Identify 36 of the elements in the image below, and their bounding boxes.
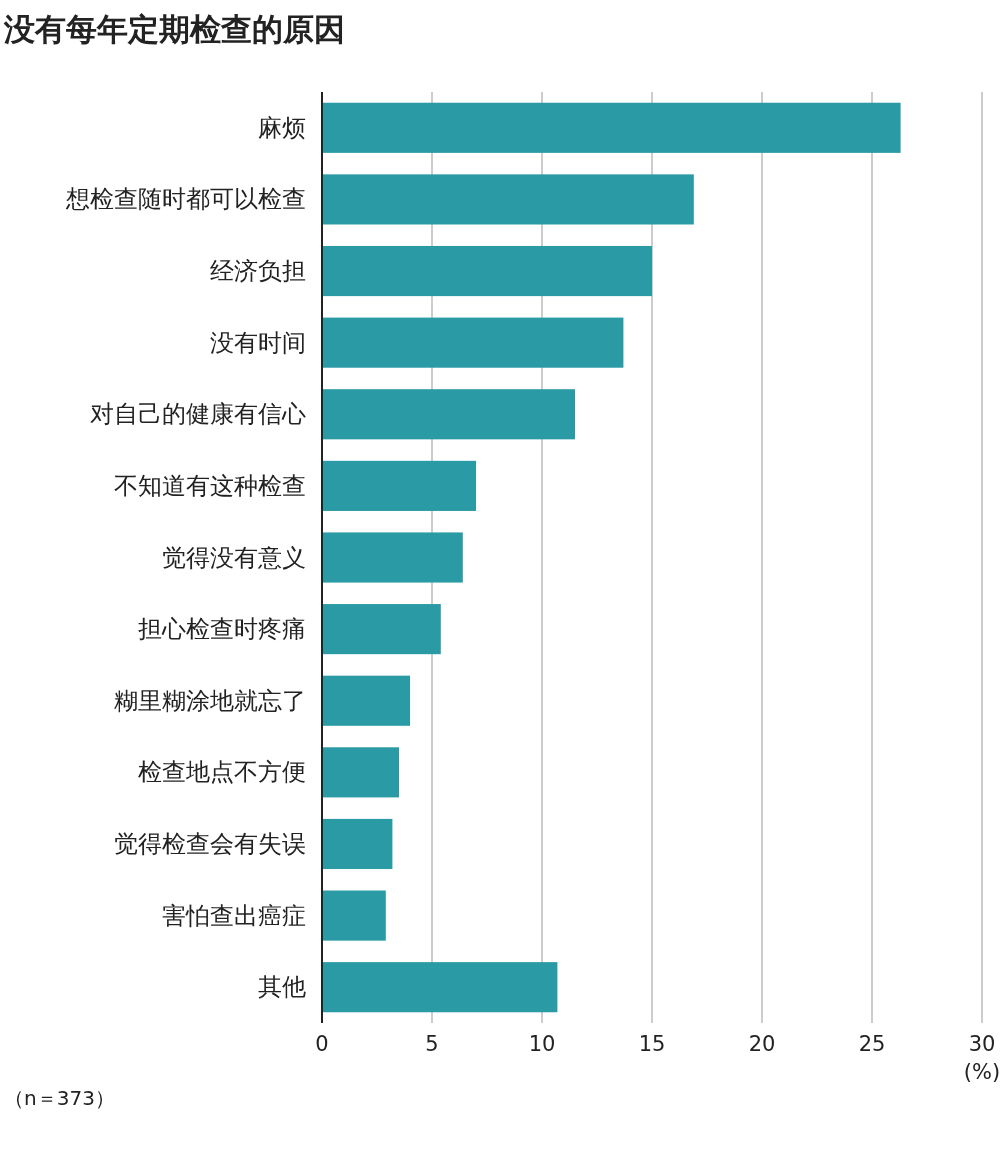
y-tick-label: 检查地点不方便 xyxy=(138,758,306,787)
y-tick-label: 糊里糊涂地就忘了 xyxy=(114,686,306,715)
chart-title: 没有每年定期检查的原因 xyxy=(3,11,345,47)
y-tick-label: 担心检查时疼痛 xyxy=(138,615,306,644)
y-tick-label: 觉得检查会有失误 xyxy=(114,829,306,858)
bar xyxy=(322,962,558,1013)
bar xyxy=(322,675,410,726)
bar xyxy=(322,890,386,941)
y-tick-label: 麻烦 xyxy=(258,113,306,142)
y-tick-label: 没有时间 xyxy=(210,328,306,357)
y-tick-label: 不知道有这种检查 xyxy=(114,471,306,500)
x-tick-label: 20 xyxy=(748,1032,776,1056)
bar xyxy=(322,245,652,297)
bar xyxy=(322,604,441,655)
x-tick-label: 0 xyxy=(315,1032,329,1056)
x-tick-label: 30 xyxy=(968,1032,996,1056)
y-tick-label: 觉得没有意义 xyxy=(162,543,306,572)
bar xyxy=(322,389,575,440)
bar xyxy=(322,174,694,225)
bar xyxy=(322,102,901,153)
x-tick-label: 10 xyxy=(528,1032,556,1056)
y-tick-label: 经济负担 xyxy=(210,257,306,286)
text: （n＝373） xyxy=(4,1086,115,1110)
bar xyxy=(322,818,393,870)
x-tick-label: 25 xyxy=(858,1032,886,1056)
bar xyxy=(322,532,463,583)
x-axis-title: (%) xyxy=(963,1060,1000,1084)
y-tick-label: 其他 xyxy=(258,973,306,1002)
bar xyxy=(322,317,624,368)
y-tick-label: 害怕查出癌症 xyxy=(162,901,306,930)
x-tick-label: 5 xyxy=(425,1032,439,1056)
bar xyxy=(322,747,399,798)
x-tick-label: 15 xyxy=(638,1032,666,1056)
y-tick-label: 想检查随时都可以检查 xyxy=(65,185,306,214)
bar xyxy=(322,460,476,511)
y-tick-label: 对自己的健康有信心 xyxy=(90,400,306,429)
